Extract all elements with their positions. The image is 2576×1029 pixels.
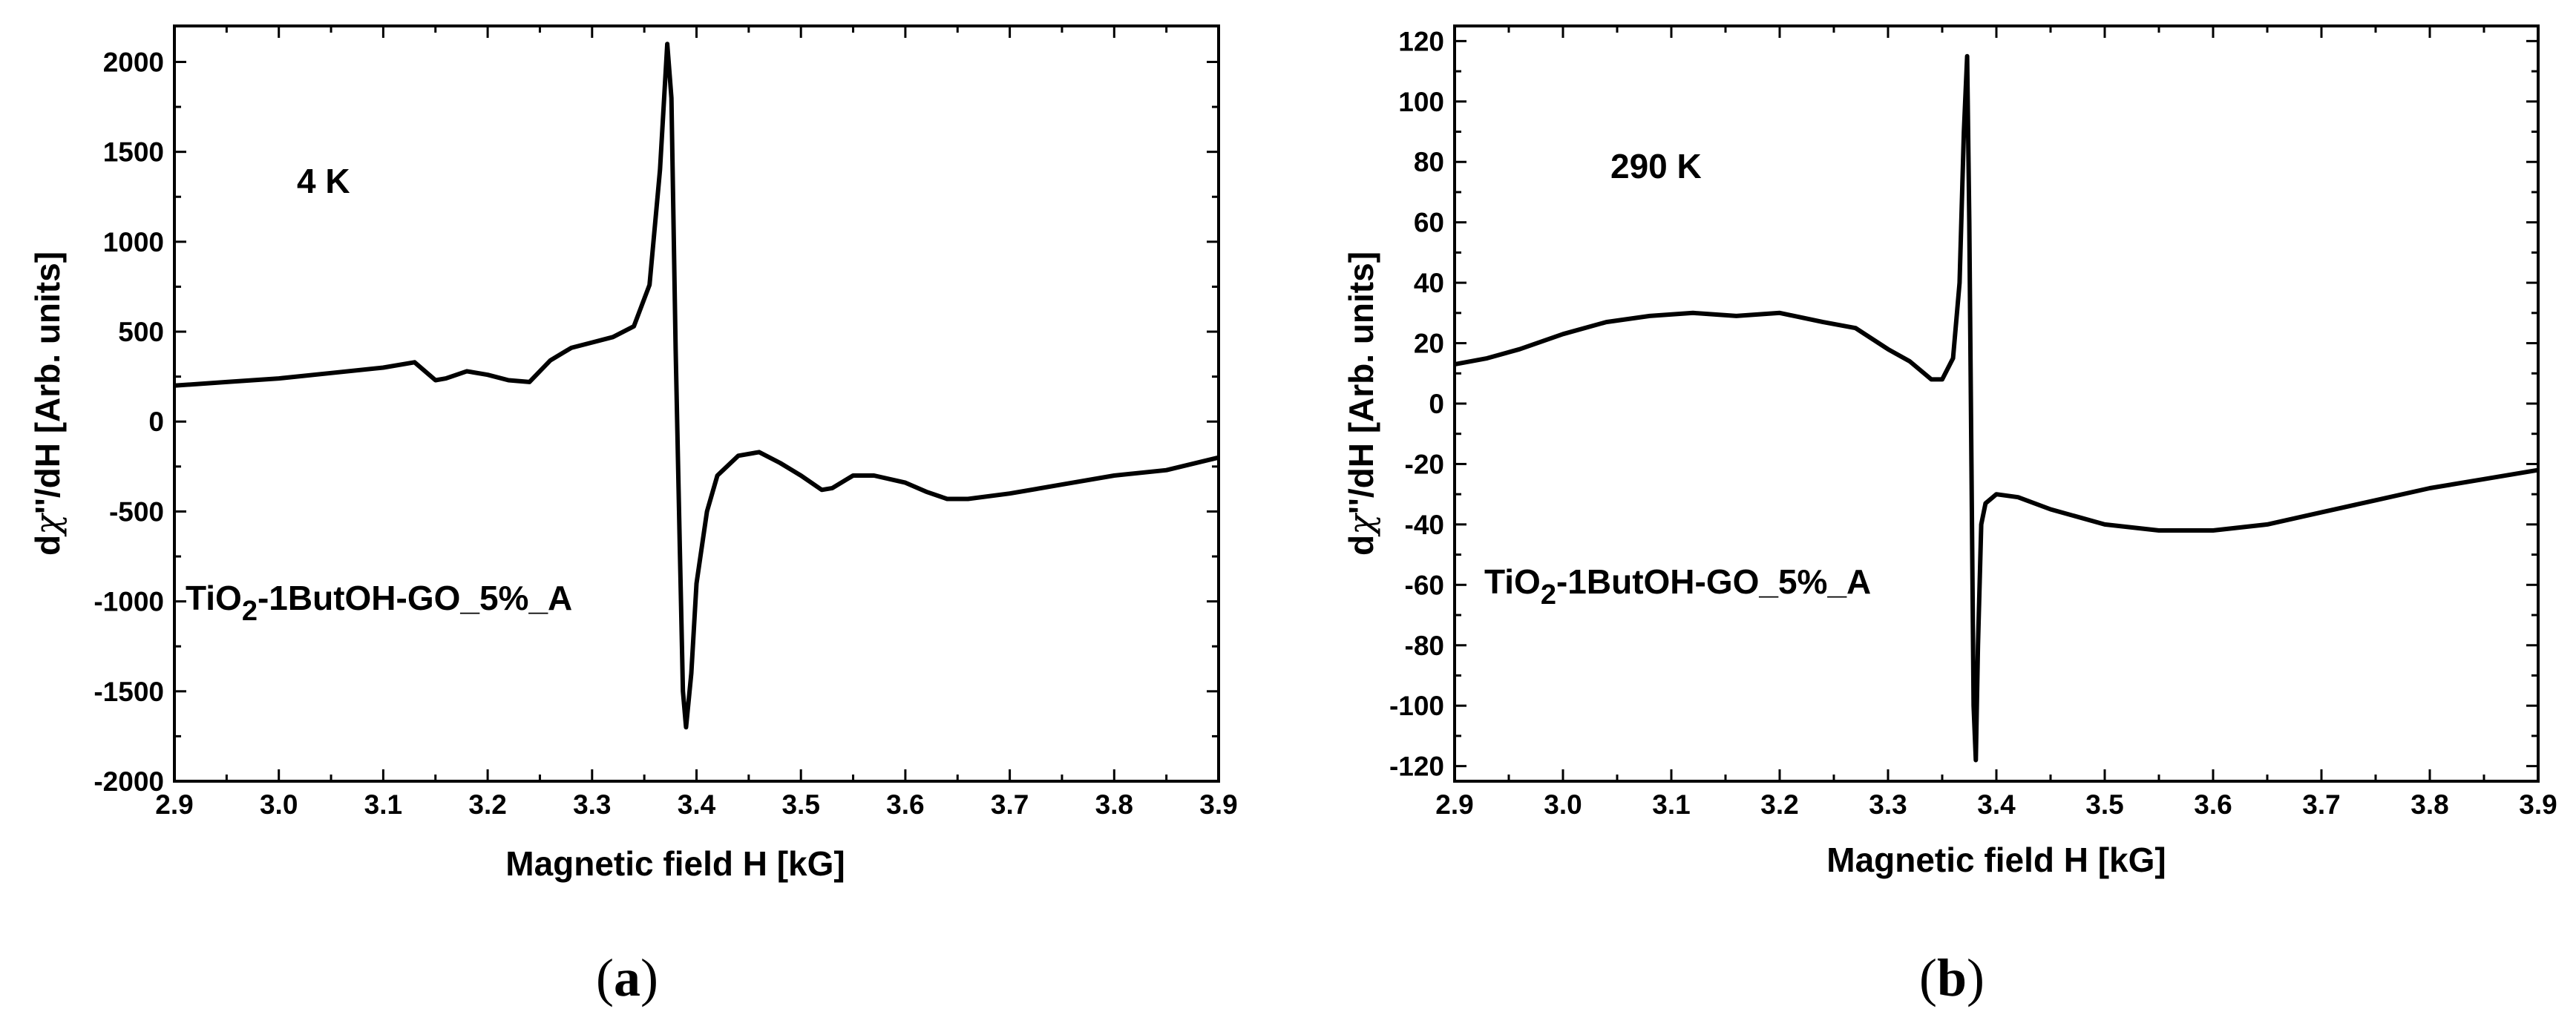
x-tick-label: 3.1 <box>1652 789 1690 820</box>
chart-panel-b: 2.9 3.0 3.1 3.2 3.3 3.4 3.5 3.6 3.7 3.8 3.9 -120-1… <box>1341 24 2557 1007</box>
y-tick-label: -1000 <box>94 587 164 617</box>
y-tick-label: 0 <box>148 407 164 437</box>
x-tick-label: 3.0 <box>1544 789 1582 820</box>
x-tick-label: 3.4 <box>678 789 716 820</box>
y-tick-label: 1000 <box>103 227 164 257</box>
y-tick-labels-b: -120 -100 -80 -60 -40 -20 0 20 40 60 80 100 120 <box>1389 26 1444 781</box>
x-axis-title-a: Magnetic field H [kG] <box>505 844 845 883</box>
ticks-b <box>1453 26 2540 781</box>
y-tick-label: -60 <box>1405 570 1444 600</box>
x-tick-label: 3.5 <box>2085 789 2123 820</box>
x-tick-label: 3.2 <box>1760 789 1798 820</box>
y-tick-label: 100 <box>1398 87 1444 117</box>
x-tick-label: 3.7 <box>991 789 1029 820</box>
y-tick-label: -500 <box>109 496 164 527</box>
y-tick-label: -40 <box>1405 510 1444 540</box>
panel-label-b: (b) <box>1919 948 1985 1007</box>
temperature-label-b: 290 K <box>1610 147 1702 185</box>
y-tick-label: -120 <box>1389 752 1444 782</box>
x-tick-label: 3.7 <box>2302 789 2340 820</box>
y-tick-label: 2000 <box>103 47 164 77</box>
y-tick-label: -1500 <box>94 677 164 707</box>
y-tick-label: 60 <box>1414 208 1444 238</box>
x-tick-labels-b: 2.9 3.0 3.1 3.2 3.3 3.4 3.5 3.6 3.7 3.8 3.9 <box>1435 789 2557 820</box>
y-tick-label: 80 <box>1414 147 1444 177</box>
x-tick-label: 2.9 <box>1435 789 1473 820</box>
panel-label-a: (a) <box>596 948 658 1007</box>
y-tick-label: 0 <box>1429 389 1444 419</box>
x-tick-label: 3.0 <box>260 789 298 820</box>
x-tick-label: 3.9 <box>1199 789 1237 820</box>
data-line-b <box>1454 53 2539 763</box>
y-tick-labels-a: -2000 -1500 -1000 -500 0 500 1000 1500 2000 <box>94 47 164 797</box>
y-tick-label: -100 <box>1389 691 1444 721</box>
y-axis-title-b: dχ''/dH [Arb. units] <box>1341 252 1381 556</box>
y-tick-label: 120 <box>1398 26 1444 56</box>
x-tick-label: 3.6 <box>886 789 924 820</box>
y-tick-label: 1500 <box>103 137 164 168</box>
y-tick-label: -2000 <box>94 766 164 797</box>
x-tick-label: 3.2 <box>468 789 506 820</box>
y-tick-label: 20 <box>1414 329 1444 359</box>
x-tick-label: 3.1 <box>364 789 402 820</box>
x-tick-labels-a: 2.9 3.0 3.1 3.2 3.3 3.4 3.5 3.6 3.7 3.8 3.9 <box>155 789 1237 820</box>
data-line-a <box>174 42 1219 730</box>
y-axis-title-a: dχ''/dH [Arb. units] <box>27 252 68 556</box>
x-tick-label: 3.3 <box>573 789 611 820</box>
plot-frame-a <box>173 24 1220 783</box>
x-tick-label: 3.8 <box>1095 789 1133 820</box>
y-tick-label: -20 <box>1405 449 1444 479</box>
x-axis-title-b: Magnetic field H [kG] <box>1826 841 2166 879</box>
ticks-a <box>173 26 1220 783</box>
y-tick-label: 40 <box>1414 268 1444 298</box>
x-tick-label: 2.9 <box>155 789 193 820</box>
y-tick-label: 500 <box>118 317 164 347</box>
x-tick-label: 3.8 <box>2411 789 2448 820</box>
y-tick-label: -80 <box>1405 631 1444 661</box>
x-tick-label: 3.6 <box>2194 789 2232 820</box>
chart-panel-a: 2.9 3.0 3.1 3.2 3.3 3.4 3.5 3.6 3.7 3.8 3.9 -2000-… <box>27 24 1238 1007</box>
x-tick-label: 3.5 <box>781 789 819 820</box>
x-tick-label: 3.4 <box>1977 789 2016 820</box>
x-tick-label: 3.3 <box>1869 789 1907 820</box>
temperature-label-a: 4 K <box>297 162 350 200</box>
sample-label-b: TiO2-1ButOH-GO_5%_A <box>1484 562 1871 611</box>
sample-label-a: TiO2-1ButOH-GO_5%_A <box>186 579 572 627</box>
plot-frame-b <box>1453 24 2540 783</box>
x-tick-label: 3.9 <box>2519 789 2557 820</box>
